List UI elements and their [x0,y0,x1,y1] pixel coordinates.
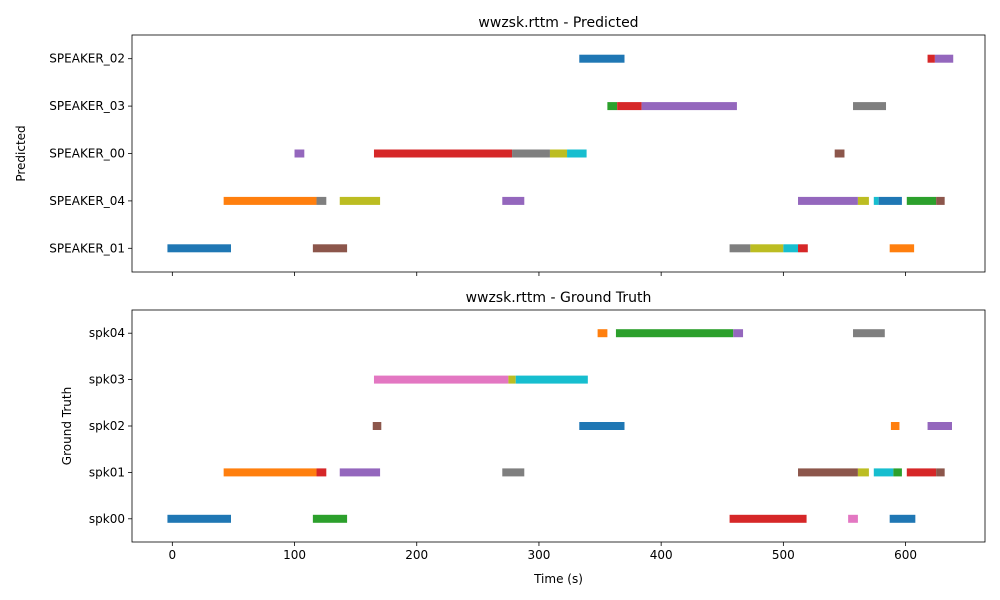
segment-SPEAKER_04-17 [798,196,858,205]
segment-SPEAKER_00-8 [373,149,513,158]
y-tick-label: SPEAKER_04 [49,194,125,208]
segment-spk02-7 [372,422,382,430]
segment-SPEAKER_01-29 [889,244,915,253]
x-tick-label: 200 [405,548,428,562]
segment-spk04-1 [615,329,734,338]
chart-title: wwzsk.rttm - Predicted [478,15,638,31]
segment-SPEAKER_00-7 [294,149,305,158]
x-tick-label: 300 [527,548,550,562]
segment-spk01-17 [873,468,894,477]
segment-spk04-3 [853,329,885,338]
y-tick-label: spk02 [89,419,125,433]
segment-SPEAKER_03-3 [607,102,618,111]
segment-spk01-12 [316,468,327,477]
segment-spk00-25 [889,514,916,523]
y-tick-label: spk01 [89,465,125,479]
segment-spk01-15 [798,468,858,477]
segment-SPEAKER_01-28 [798,244,808,253]
segment-spk03-5 [508,375,516,384]
segment-SPEAKER_02-0 [579,54,625,63]
segment-SPEAKER_02-2 [934,54,954,63]
segment-spk01-16 [857,468,869,477]
segment-SPEAKER_01-25 [729,244,751,253]
segment-SPEAKER_04-14 [316,196,327,205]
segment-SPEAKER_04-13 [223,196,317,205]
segment-SPEAKER_01-27 [783,244,799,253]
segment-spk01-11 [223,468,317,477]
x-axis-label: Time (s) [533,572,583,586]
segment-spk01-14 [502,468,525,477]
segment-SPEAKER_04-19 [873,196,879,205]
segment-SPEAKER_02-1 [927,54,935,63]
segment-spk04-0 [597,329,608,338]
segment-SPEAKER_00-10 [549,149,568,158]
y-axis-label: Predicted [14,125,28,181]
x-tick-label: 100 [283,548,306,562]
segment-SPEAKER_03-6 [853,102,887,111]
segment-spk01-18 [893,468,902,477]
panel-ground-truth: spk00 spk01 spk02 spk03 spk04 0 100 200 300 400 50… [60,290,986,586]
segment-spk02-8 [579,422,625,430]
segment-SPEAKER_00-11 [567,149,587,158]
segment-spk03-6 [515,375,588,384]
segment-spk03-4 [373,375,509,384]
segment-SPEAKER_04-18 [857,196,869,205]
segment-SPEAKER_04-22 [936,196,945,205]
segment-SPEAKER_04-15 [339,196,381,205]
segment-SPEAKER_04-16 [502,196,525,205]
segment-SPEAKER_04-20 [878,196,902,205]
segment-SPEAKER_03-5 [641,102,737,111]
segment-spk00-22 [312,514,348,523]
x-tick-label: 500 [772,548,795,562]
segment-spk02-10 [927,422,952,430]
y-tick-label: spk00 [89,512,125,526]
segment-SPEAKER_01-26 [750,244,784,253]
segment-SPEAKER_03-4 [617,102,642,111]
y-tick-label: SPEAKER_00 [49,147,125,161]
segment-spk04-2 [733,329,744,338]
segment-spk01-13 [339,468,381,477]
segment-spk01-19 [906,468,937,477]
segment-SPEAKER_01-23 [167,244,231,253]
segment-SPEAKER_00-12 [834,149,845,158]
panels: SPEAKER_01 SPEAKER_04 SPEAKER_00 SPEAKER_03… [14,15,986,586]
y-tick-label: SPEAKER_01 [49,241,125,255]
segment-SPEAKER_01-24 [312,244,348,253]
segment-spk00-21 [167,514,231,523]
segment-spk01-20 [936,468,945,477]
y-tick-label: SPEAKER_03 [49,99,125,113]
y-axis-label: Ground Truth [60,387,74,465]
y-tick-label: spk03 [89,373,125,387]
x-tick-label: 0 [169,548,177,562]
segment-spk00-23 [729,514,807,523]
panel-predicted: SPEAKER_01 SPEAKER_04 SPEAKER_00 SPEAKER_03… [14,15,986,276]
x-tick-label: 600 [894,548,917,562]
y-tick-label: SPEAKER_02 [49,52,125,66]
segment-SPEAKER_00-9 [512,149,550,158]
segment-spk00-24 [848,514,858,523]
x-tick-label: 400 [650,548,673,562]
chart-title: wwzsk.rttm - Ground Truth [466,290,652,306]
segment-spk02-9 [890,422,900,430]
segment-SPEAKER_04-21 [906,196,937,205]
y-tick-label: spk04 [89,326,125,340]
